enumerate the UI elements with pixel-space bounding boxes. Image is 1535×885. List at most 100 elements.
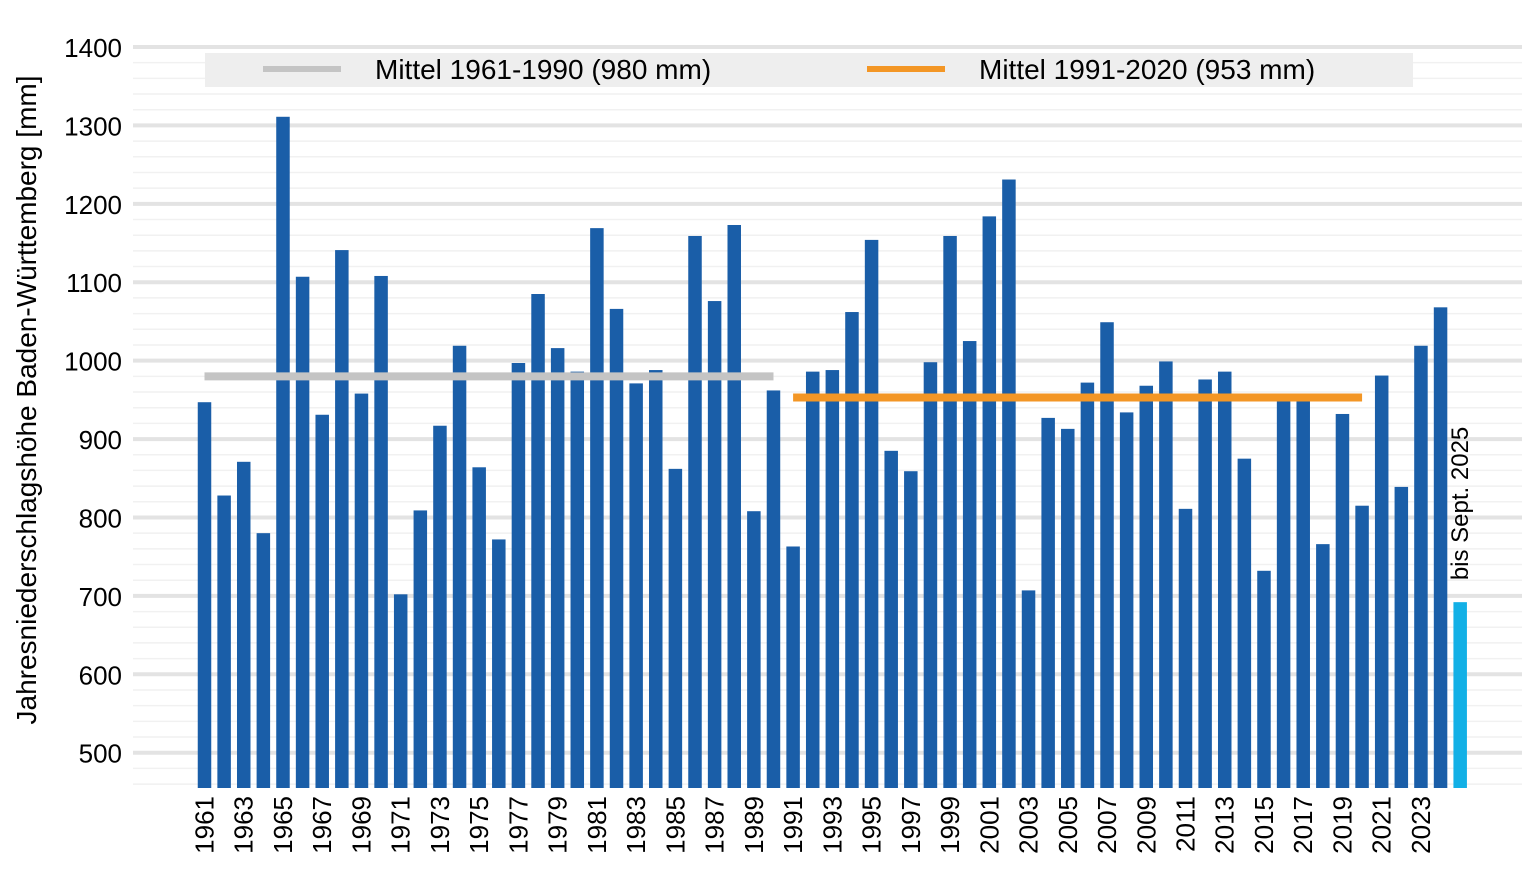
bar-1993	[825, 370, 840, 788]
bar-1965	[276, 116, 290, 789]
bar-2015	[1257, 570, 1271, 788]
x-tick-label: 1995	[857, 796, 887, 854]
x-tick-label: 1973	[425, 796, 455, 854]
x-tick-label: 1987	[700, 796, 730, 854]
x-tick-label: 2015	[1249, 796, 1279, 854]
annotation-bis-sept-2025: bis Sept. 2025	[1447, 427, 1474, 580]
bar-2024	[1433, 307, 1448, 788]
bar-1979	[550, 348, 565, 788]
bar-1980	[570, 371, 585, 788]
x-tick-label: 1961	[190, 796, 220, 854]
x-tick-label: 1983	[621, 796, 651, 854]
x-tick-label: 1971	[386, 796, 416, 854]
x-tick-label: 1993	[817, 796, 847, 854]
bar-2013	[1217, 371, 1232, 788]
x-tick-label: 1969	[346, 796, 376, 854]
y-tick-label: 1400	[64, 33, 122, 63]
x-tick-label: 2021	[1367, 796, 1397, 854]
bar-1963	[236, 461, 251, 788]
bar-2012	[1198, 379, 1212, 788]
bar-1966	[295, 276, 310, 788]
bar-1971	[393, 594, 408, 788]
bar-1978	[531, 294, 545, 788]
x-tick-label: 1975	[464, 796, 494, 854]
legend-label-mittel-1991-2020: Mittel 1991-2020 (953 mm)	[979, 54, 1315, 85]
x-tick-label: 1985	[660, 796, 690, 854]
bar-1973	[433, 425, 447, 788]
bar-2009	[1139, 385, 1154, 788]
bar-1985	[668, 468, 683, 788]
bar-1968	[335, 250, 349, 789]
bar-1961	[197, 402, 212, 788]
bar-2010	[1159, 361, 1173, 788]
bar-1964	[256, 533, 271, 788]
bar-2017	[1296, 399, 1310, 788]
x-tick-label: 1967	[307, 796, 337, 854]
reference-line-layer	[204, 372, 1363, 402]
y-tick-label: 800	[79, 503, 122, 533]
y-tick-label: 1300	[64, 111, 122, 141]
bar-2006	[1080, 382, 1095, 788]
bar-1986	[688, 235, 702, 788]
x-tick-label: 1991	[778, 796, 808, 854]
bar-1990	[766, 390, 781, 788]
x-tick-label: 2001	[974, 796, 1004, 854]
bar-1992	[805, 371, 820, 788]
y-tick-label: 1200	[64, 190, 122, 220]
y-tick-label: 500	[79, 739, 122, 769]
bar-2018	[1316, 544, 1330, 788]
bar-1983	[629, 383, 643, 788]
x-tick-label: 2003	[1014, 796, 1044, 854]
x-tick-label: 1981	[582, 796, 612, 854]
x-tick-label: 1997	[896, 796, 926, 854]
legend-background	[205, 53, 1413, 87]
y-tick-label: 1100	[66, 268, 122, 298]
bar-1996	[884, 450, 898, 788]
bar-1972	[413, 510, 428, 788]
bar-1994	[845, 312, 859, 788]
bar-1991	[786, 546, 800, 788]
bar-1970	[374, 275, 388, 788]
bar-1969	[354, 393, 369, 788]
bar-2019	[1335, 413, 1350, 788]
bar-2014	[1237, 458, 1252, 788]
x-tick-label: 2019	[1327, 796, 1357, 854]
legend: Mittel 1961-1990 (980 mm) Mittel 1991-20…	[205, 53, 1413, 87]
y-tick-label-layer: 500 600 700 800 900 1000 1100 1200 1300 1400	[64, 33, 122, 769]
bar-2008	[1119, 412, 1134, 788]
bar-1982	[609, 308, 624, 788]
x-tick-label: 1963	[229, 796, 259, 854]
bar-1998	[923, 362, 938, 788]
x-tick-label: 1979	[543, 796, 573, 854]
x-tick-label: 2023	[1406, 796, 1436, 854]
bar-2023	[1414, 345, 1428, 788]
y-tick-label: 700	[79, 582, 122, 612]
bar-1981	[590, 228, 604, 789]
bar-1974	[452, 345, 467, 788]
bar-1967	[315, 414, 329, 788]
bar-1962	[217, 495, 231, 788]
x-tick-label: 2009	[1131, 796, 1161, 854]
bar-1989	[747, 511, 761, 788]
bar-1977	[511, 363, 526, 788]
bar-1997	[904, 471, 918, 788]
bar-1995	[864, 239, 879, 788]
bar-2020	[1355, 505, 1369, 788]
bar-2022	[1394, 486, 1409, 788]
bar-1987	[707, 301, 722, 788]
bar-1999	[943, 235, 957, 788]
x-tick-label: 2017	[1288, 796, 1318, 854]
x-tick-label: 1999	[935, 796, 965, 854]
y-tick-label: 900	[79, 425, 122, 455]
bar-2007	[1100, 322, 1114, 788]
x-tick-label: 2011	[1171, 796, 1201, 852]
bar-2025	[1453, 602, 1467, 788]
y-tick-label: 1000	[64, 347, 122, 377]
x-tick-label: 1989	[739, 796, 769, 854]
bar-1984	[649, 370, 663, 788]
bar-2011	[1178, 508, 1193, 788]
bar-2016	[1276, 399, 1291, 788]
legend-label-mittel-1961-1990: Mittel 1961-1990 (980 mm)	[375, 54, 711, 85]
bar-2003	[1021, 590, 1036, 788]
